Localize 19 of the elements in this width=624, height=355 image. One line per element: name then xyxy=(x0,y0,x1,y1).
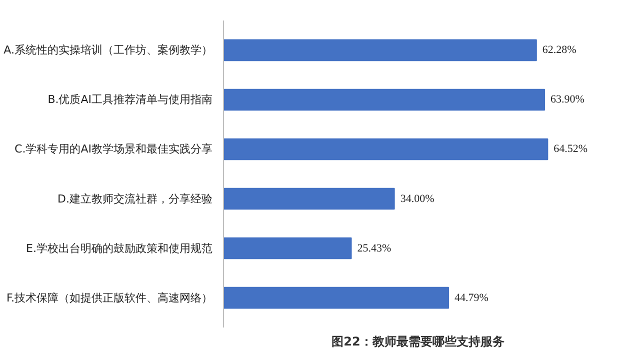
data-label: 64.52% xyxy=(554,143,588,156)
bar xyxy=(224,237,352,260)
y-tick-label: E.学校出台明确的鼓励政策和使用规范 xyxy=(26,242,213,255)
y-tick-label: B.优质AI工具推荐清单与使用指南 xyxy=(48,93,212,106)
data-label: 25.43% xyxy=(357,242,392,254)
y-tick-label: C.学科专用的AI教学场景和最佳实践分享 xyxy=(14,142,213,156)
y-tick-label: F.技术保障（如提供正版软件、高速网络） xyxy=(6,291,213,304)
data-label: 44.79% xyxy=(454,292,488,304)
text: 图22：教师最需要哪些支持服务 xyxy=(332,334,504,348)
y-tick-label: A.系统性的实操培训（工作坊、案例教学） xyxy=(4,44,212,57)
bar xyxy=(224,88,546,111)
bar xyxy=(224,188,395,210)
data-label: 34.00% xyxy=(400,192,434,205)
data-label: 62.28% xyxy=(542,44,576,56)
bar xyxy=(224,286,450,309)
bar xyxy=(224,39,537,62)
data-label: 63.90% xyxy=(550,94,584,106)
y-tick-label: D.建立教师交流社群，分享经验 xyxy=(58,192,212,206)
bar xyxy=(224,138,548,160)
